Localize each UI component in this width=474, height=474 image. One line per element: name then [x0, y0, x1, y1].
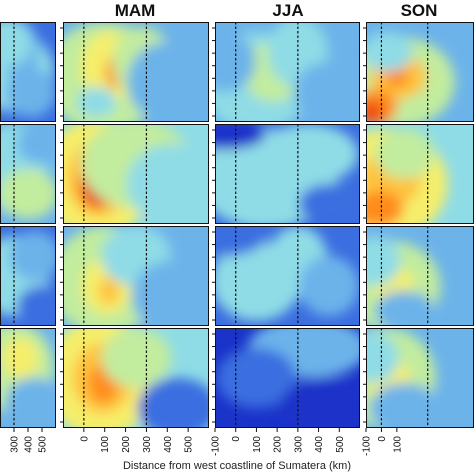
contour-blob: [366, 191, 404, 224]
x-tick-label: 200: [273, 436, 284, 453]
panel-r1-c0: [0, 124, 56, 224]
panel-frame: [0, 124, 56, 224]
x-tick-label: 400: [314, 436, 325, 453]
panel-frame: [63, 22, 209, 122]
contour-blob: [258, 124, 359, 184]
x-tick-label: -100: [362, 436, 373, 456]
x-tick-label: 0: [231, 436, 242, 442]
panel-r1-c1: [63, 124, 209, 224]
contour-blob: [215, 32, 256, 92]
contour-blob: [293, 62, 360, 122]
x-tick-labels: 300 400 500 0 100 200 300 400 500 -100 0 100 200 300 4…: [10, 428, 403, 456]
panel-r2-c2: [215, 226, 360, 326]
x-tick-label: 0: [377, 436, 388, 442]
x-tick-label: 500: [184, 436, 195, 453]
x-tick-label: 200: [121, 436, 132, 453]
panel-r0-c0: [0, 22, 56, 122]
contour-blob: [10, 231, 56, 281]
contour-blob: [366, 32, 413, 72]
contour-blob: [374, 291, 435, 326]
contour-blob: [5, 378, 56, 428]
contour-blob: [0, 22, 32, 67]
panel-grid: [0, 22, 474, 428]
contour-blob: [17, 124, 56, 164]
panel-r1-c2: [215, 124, 360, 224]
contour-blob: [366, 236, 401, 286]
season-title-son: SON: [401, 1, 438, 20]
contour-blob: [5, 67, 56, 117]
contour-blob: [101, 328, 171, 388]
panel-r2-c3: [366, 226, 474, 326]
panel-frame: [215, 124, 360, 224]
contour-blob: [127, 42, 208, 122]
contour-blob: [216, 348, 297, 408]
x-tick-label: 500: [335, 436, 346, 453]
contour-blob: [0, 169, 56, 219]
contour-blob: [298, 184, 359, 224]
contour-blob: [298, 256, 359, 316]
panel-r0-c1: [63, 22, 209, 122]
contour-blob: [137, 378, 209, 428]
x-tick-label: 300: [293, 436, 304, 453]
x-tick-label: 100: [100, 436, 111, 453]
contour-blob: [366, 102, 383, 122]
contour-blob: [3, 338, 39, 378]
x-tick-label: 400: [163, 436, 174, 453]
contour-blob: [76, 87, 117, 117]
x-tick-label: 0: [79, 436, 90, 442]
x-tick-label: 100: [252, 436, 263, 453]
contour-blob: [374, 129, 435, 179]
x-tick-label: 100: [392, 436, 403, 453]
panel-r2-c0: [0, 226, 56, 326]
season-title-jja: JJA: [272, 1, 303, 20]
contour-blob: [17, 286, 56, 326]
panel-frame: [63, 124, 209, 224]
x-tick-label: 400: [24, 436, 35, 453]
panel-frame: [215, 226, 360, 326]
panel-r1-c3: [366, 124, 474, 224]
contour-blob: [215, 124, 266, 149]
x-axis-label: Distance from west coastline of Sumatera…: [123, 460, 351, 472]
panel-frame: [0, 226, 56, 326]
x-tick-label: 500: [38, 436, 49, 453]
panel-frame: [215, 328, 360, 428]
x-tick-label: -100: [211, 436, 222, 456]
panel-r3-c3: [366, 328, 474, 428]
x-tick-label: 300: [10, 436, 21, 453]
contour-blob: [126, 144, 209, 224]
panel-r0-c3: [366, 22, 474, 122]
contour-blob: [369, 383, 440, 428]
panel-r3-c1: [63, 328, 209, 428]
contour-blob: [215, 226, 266, 256]
contour-blob: [131, 261, 209, 326]
contour-blob: [278, 378, 360, 428]
x-tick-label: 300: [142, 436, 153, 453]
panel-frame: [63, 328, 209, 428]
panel-frame: [63, 226, 209, 326]
panel-frame: [0, 22, 56, 122]
panel-r3-c0: [0, 328, 56, 428]
panel-frame: [0, 328, 56, 428]
season-title-mam: MAM: [115, 1, 156, 20]
panel-frame: [215, 22, 360, 122]
panel-r3-c2: [215, 328, 360, 428]
panel-r0-c2: [215, 22, 360, 122]
contour-blob: [384, 67, 409, 87]
contour-blob: [366, 333, 399, 383]
contour-blob: [98, 277, 119, 305]
panel-r2-c1: [63, 226, 209, 326]
